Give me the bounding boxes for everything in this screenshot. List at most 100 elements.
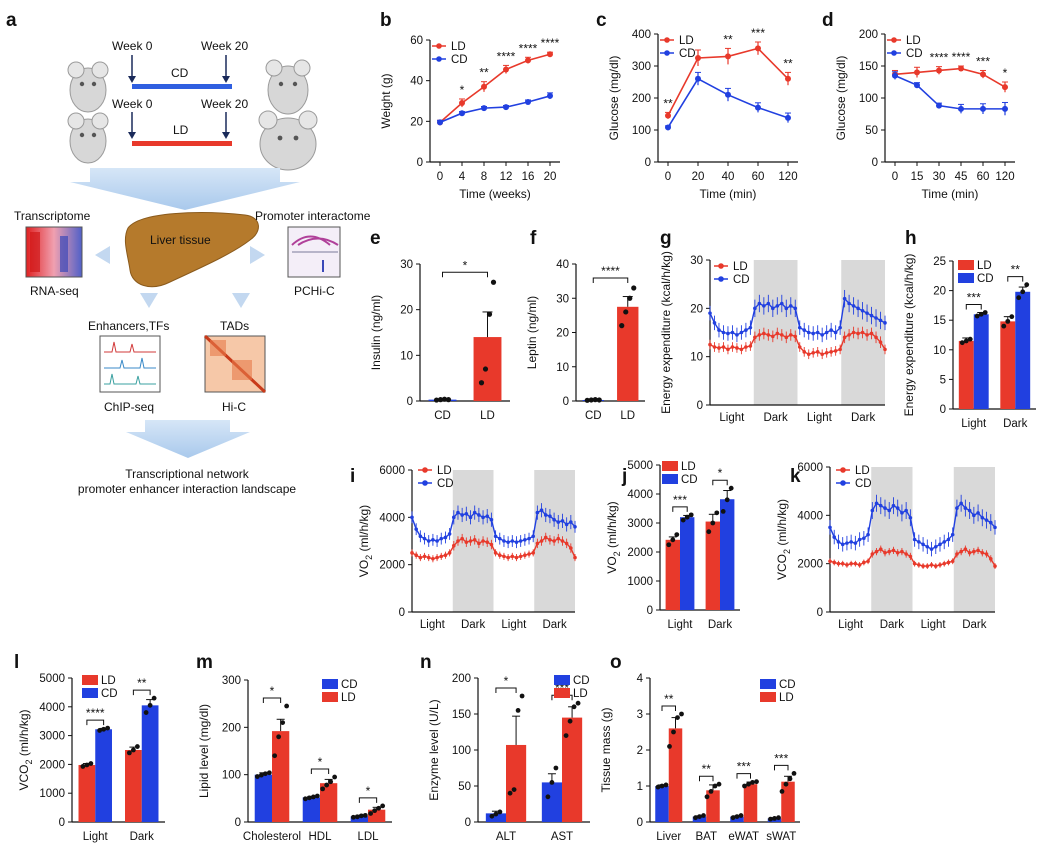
g-point-LD-10 [753,335,757,340]
i-point-LD-16 [477,541,481,546]
h-x-tick-label-1: Dark [1003,418,1028,430]
j-x-tick-label-1: Dark [708,619,733,631]
o-legend-swatch-1 [760,692,776,702]
g-point-CD-5 [730,330,735,335]
j-y-tick-label-0: 0 [647,605,653,617]
l-legend-swatch-1 [82,688,98,698]
o-y-tick-label-4: 4 [637,673,644,685]
e-dot-LD-3 [490,279,497,285]
k-point-LD-14 [887,549,892,554]
o-bar-CD-Liver [655,786,669,822]
o-dot-CD-2-2 [738,813,744,818]
b-legend-label-0: LD [451,41,466,53]
g-point-LD-13 [766,333,771,337]
l-sig-bracket-1 [132,689,151,696]
c-x-axis-title: Time (min) [700,187,757,201]
i-point-LD-6 [435,555,439,560]
o-bar-LD-eWAT [743,784,758,822]
e-dot-CD-3 [445,397,452,403]
f-y-tick-label-1: 10 [556,362,569,374]
b-point-CD-1 [459,110,465,117]
c-y-tick-label-3: 300 [632,61,651,73]
k-point-CD-25 [933,544,938,549]
d-point-LD-3 [958,65,964,72]
g-point-LD-0 [708,342,712,347]
n-sig-label-0: * [504,674,509,688]
i-legend-label-0: LD [437,465,452,477]
g-point-LD-16 [779,333,784,337]
d-point-LD-2 [936,67,942,74]
week20-bottom-label: Week 20 [201,97,248,111]
n-legend-swatch-0 [554,675,570,685]
flow-arrow-right [250,246,265,264]
g-point-CD-13 [766,301,771,306]
i-point-LD-37 [564,541,569,546]
h-y-tick-label-3: 15 [933,315,946,327]
k-point-LD-5 [849,561,853,566]
g-point-CD-31 [847,301,851,306]
arrowhead-week0-bottom [128,132,136,139]
l-x-tick-label-1: Dark [130,831,155,843]
m-dot-CD-2-0 [350,814,356,820]
o-dot-LD-3-3 [791,771,797,776]
m-bar-CD-Cholesterol [254,774,272,822]
l-y-tick-label-3: 3000 [39,731,65,743]
h-legend-label-1: CD [977,273,994,285]
n-y-axis-title: Enzyme level (U/L) [427,699,441,800]
flow-arrow-top [70,168,300,210]
l-x-tick-label-0: Light [83,831,109,843]
k-point-LD-22 [921,564,925,568]
i-y-tick-label-2: 4000 [379,512,405,524]
i-point-CD-30 [535,510,540,515]
i-point-CD-24 [510,539,515,543]
g-point-CD-29 [838,325,842,330]
d-sig-annotation-1: **** [952,50,971,64]
k-point-LD-15 [891,548,896,553]
o-x-tick-label-1: BAT [695,831,717,843]
week0-top-label: Week 0 [112,39,153,53]
h-bar-LD-Dark [1000,321,1016,409]
k-point-LD-25 [933,564,938,568]
i-point-LD-12 [460,536,464,541]
i-point-LD-38 [569,546,573,550]
m-dot-CD-0-3 [266,770,272,776]
i-point-LD-14 [468,539,473,543]
d-series-line-LD [894,67,1006,88]
h-y-tick-label-5: 25 [933,256,946,268]
g-point-LD-23 [811,351,816,355]
c-sig-annotation-1: ** [723,32,733,46]
m-dot-LD-0-2 [280,720,286,725]
k-point-CD-31 [959,501,963,506]
n-y-tick-label-2: 100 [452,745,471,757]
c-y-tick-label-0: 0 [645,157,651,169]
o-bar-LD-sWAT [781,781,795,822]
d-legend-label-0: LD [906,35,921,47]
f-x-tick-label-1: LD [620,410,635,422]
c-point-LD-4 [785,75,791,82]
i-point-CD-15 [472,510,477,515]
j-sig-label-1: * [718,466,723,480]
k-point-LD-34 [972,549,976,554]
m-dot-LD-2-0 [368,811,374,816]
i-point-CD-36 [560,519,565,523]
g-point-LD-39 [883,347,887,352]
n-x-tick-label-0: ALT [496,831,516,843]
o-bar-LD-BAT [706,790,720,822]
l-bar-LD-Dark [125,750,142,822]
d-legend-label-1: CD [906,48,923,60]
i-point-CD-16 [477,513,481,517]
j-bar-CD-Light [680,517,695,610]
n-dot-CD-0-0 [489,813,495,819]
flow-arrow-bottom [126,420,250,458]
i-point-CD-1 [414,527,418,531]
l-dot-LD-1-0 [126,750,132,756]
c-y-tick-label-2: 200 [632,93,651,105]
m-dot-LD-1-2 [328,779,334,785]
d-point-CD-4 [980,105,986,112]
i-point-LD-18 [485,540,490,544]
m-dot-LD-0-1 [276,734,282,740]
g-legend-marker-0 [718,263,724,269]
g-series-line-LD [709,331,886,356]
c-x-tick-label-4: 120 [778,171,797,183]
panel-label-l: l [14,652,19,673]
